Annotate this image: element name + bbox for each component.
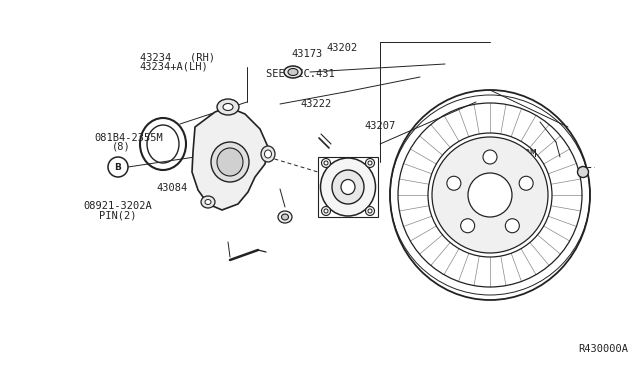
Ellipse shape xyxy=(483,150,497,164)
Ellipse shape xyxy=(324,161,328,165)
Ellipse shape xyxy=(217,99,239,115)
Ellipse shape xyxy=(519,176,533,190)
Ellipse shape xyxy=(324,209,328,213)
Ellipse shape xyxy=(428,133,552,257)
Ellipse shape xyxy=(284,66,302,78)
Ellipse shape xyxy=(468,173,512,217)
Ellipse shape xyxy=(321,158,376,216)
Text: 43207: 43207 xyxy=(365,122,396,131)
Ellipse shape xyxy=(461,219,475,233)
Text: 081B4-2355M: 081B4-2355M xyxy=(95,133,163,142)
Ellipse shape xyxy=(278,211,292,223)
Ellipse shape xyxy=(321,158,330,167)
Ellipse shape xyxy=(341,180,355,195)
Ellipse shape xyxy=(447,176,461,190)
Ellipse shape xyxy=(321,206,330,215)
Text: 43202: 43202 xyxy=(326,44,358,53)
Ellipse shape xyxy=(205,199,211,205)
Ellipse shape xyxy=(282,214,289,220)
Ellipse shape xyxy=(217,148,243,176)
Text: SEE SEC.431: SEE SEC.431 xyxy=(266,70,334,79)
Text: B: B xyxy=(115,163,122,171)
Ellipse shape xyxy=(288,68,298,76)
Circle shape xyxy=(108,157,128,177)
Bar xyxy=(318,157,378,217)
Ellipse shape xyxy=(368,209,372,213)
Ellipse shape xyxy=(390,90,590,300)
Ellipse shape xyxy=(365,206,374,215)
Ellipse shape xyxy=(432,137,548,253)
Ellipse shape xyxy=(261,146,275,162)
Ellipse shape xyxy=(201,196,215,208)
Text: 43084: 43084 xyxy=(157,183,188,193)
Ellipse shape xyxy=(211,142,249,182)
Text: 43234+A(LH): 43234+A(LH) xyxy=(140,62,208,72)
Text: PIN(2): PIN(2) xyxy=(99,211,137,221)
Ellipse shape xyxy=(506,219,519,233)
Ellipse shape xyxy=(368,161,372,165)
Ellipse shape xyxy=(264,150,271,158)
Ellipse shape xyxy=(223,103,233,110)
Text: (8): (8) xyxy=(112,142,131,152)
Text: 08921-3202A: 08921-3202A xyxy=(83,202,152,211)
Ellipse shape xyxy=(332,170,364,204)
Text: 43222: 43222 xyxy=(301,99,332,109)
Text: 44098M: 44098M xyxy=(499,150,537,159)
Polygon shape xyxy=(192,107,268,210)
Ellipse shape xyxy=(577,167,589,177)
Text: 43173: 43173 xyxy=(291,49,323,59)
Text: R430000A: R430000A xyxy=(578,344,628,354)
Ellipse shape xyxy=(365,158,374,167)
Text: 43234   (RH): 43234 (RH) xyxy=(140,53,214,62)
